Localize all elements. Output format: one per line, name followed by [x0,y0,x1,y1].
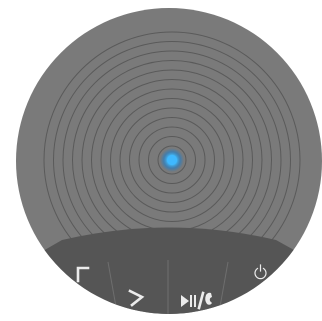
volume-down-button[interactable] [60,255,110,310]
grille-ring [129,117,215,203]
chevron-right-icon [128,289,145,307]
play-pause-call-button[interactable] [170,262,224,317]
grille-ring [157,145,187,175]
power-icon [254,264,267,280]
status-led [167,155,177,165]
play-pause-phone-icon [181,291,212,310]
chevron-left-icon [76,266,90,283]
power-button[interactable] [226,255,276,310]
grille-ring [119,107,225,213]
grille-ring [138,126,206,194]
grille-ring [110,98,234,222]
grille-ring [148,136,196,184]
volume-up-button[interactable] [112,262,166,317]
